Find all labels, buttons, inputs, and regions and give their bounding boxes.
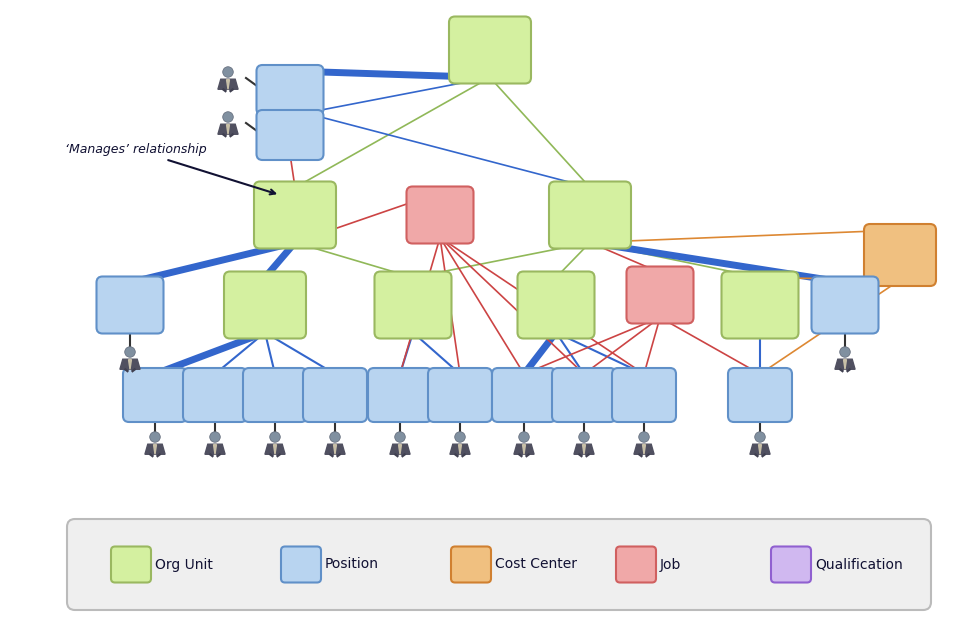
- Polygon shape: [120, 359, 140, 370]
- Circle shape: [455, 432, 466, 442]
- Polygon shape: [523, 445, 526, 454]
- FancyBboxPatch shape: [728, 368, 792, 422]
- Polygon shape: [274, 445, 277, 454]
- Polygon shape: [759, 445, 762, 454]
- Circle shape: [839, 347, 850, 357]
- Circle shape: [395, 432, 406, 442]
- Circle shape: [210, 432, 221, 442]
- FancyBboxPatch shape: [375, 271, 451, 339]
- FancyBboxPatch shape: [224, 271, 306, 339]
- Circle shape: [579, 432, 590, 442]
- FancyBboxPatch shape: [626, 267, 693, 323]
- Polygon shape: [390, 444, 410, 454]
- FancyBboxPatch shape: [449, 17, 531, 83]
- Polygon shape: [843, 360, 846, 370]
- Polygon shape: [583, 445, 586, 454]
- FancyBboxPatch shape: [771, 547, 811, 582]
- FancyBboxPatch shape: [492, 368, 556, 422]
- FancyBboxPatch shape: [183, 368, 247, 422]
- FancyBboxPatch shape: [254, 181, 336, 249]
- Circle shape: [270, 432, 281, 442]
- Text: Qualification: Qualification: [815, 558, 903, 571]
- Text: Position: Position: [325, 558, 379, 571]
- Polygon shape: [514, 444, 534, 454]
- Polygon shape: [265, 444, 286, 454]
- FancyBboxPatch shape: [864, 224, 936, 286]
- Text: Org Unit: Org Unit: [155, 558, 213, 571]
- Polygon shape: [227, 80, 229, 89]
- Polygon shape: [205, 444, 226, 454]
- FancyBboxPatch shape: [257, 65, 323, 115]
- Polygon shape: [334, 445, 337, 454]
- Polygon shape: [835, 359, 855, 370]
- Circle shape: [150, 432, 161, 442]
- Polygon shape: [325, 444, 345, 454]
- FancyBboxPatch shape: [243, 368, 307, 422]
- Circle shape: [519, 432, 529, 442]
- Polygon shape: [218, 79, 238, 89]
- FancyBboxPatch shape: [111, 547, 151, 582]
- FancyBboxPatch shape: [257, 110, 323, 160]
- FancyBboxPatch shape: [616, 547, 656, 582]
- FancyBboxPatch shape: [552, 368, 616, 422]
- Polygon shape: [574, 444, 594, 454]
- FancyBboxPatch shape: [97, 276, 164, 334]
- Circle shape: [330, 432, 341, 442]
- Circle shape: [125, 347, 136, 357]
- FancyBboxPatch shape: [451, 547, 491, 582]
- FancyBboxPatch shape: [428, 368, 492, 422]
- FancyBboxPatch shape: [303, 368, 367, 422]
- Polygon shape: [227, 125, 229, 135]
- Circle shape: [223, 112, 233, 122]
- FancyBboxPatch shape: [368, 368, 432, 422]
- FancyBboxPatch shape: [518, 271, 594, 339]
- FancyBboxPatch shape: [811, 276, 879, 334]
- Circle shape: [639, 432, 650, 442]
- FancyBboxPatch shape: [721, 271, 799, 339]
- Polygon shape: [154, 445, 157, 454]
- FancyBboxPatch shape: [123, 368, 187, 422]
- Polygon shape: [129, 360, 132, 370]
- Text: ‘Manages’ relationship: ‘Manages’ relationship: [65, 144, 275, 194]
- Circle shape: [223, 67, 233, 77]
- Text: Cost Center: Cost Center: [495, 558, 577, 571]
- FancyBboxPatch shape: [407, 186, 473, 244]
- Polygon shape: [145, 444, 166, 454]
- Polygon shape: [214, 445, 217, 454]
- FancyBboxPatch shape: [549, 181, 631, 249]
- Polygon shape: [643, 445, 646, 454]
- Circle shape: [755, 432, 766, 442]
- FancyBboxPatch shape: [612, 368, 676, 422]
- Polygon shape: [218, 124, 238, 135]
- Polygon shape: [634, 444, 654, 454]
- Polygon shape: [459, 445, 462, 454]
- Text: Job: Job: [660, 558, 681, 571]
- FancyBboxPatch shape: [281, 547, 321, 582]
- Polygon shape: [399, 445, 402, 454]
- Polygon shape: [450, 444, 470, 454]
- FancyBboxPatch shape: [67, 519, 931, 610]
- Polygon shape: [750, 444, 771, 454]
